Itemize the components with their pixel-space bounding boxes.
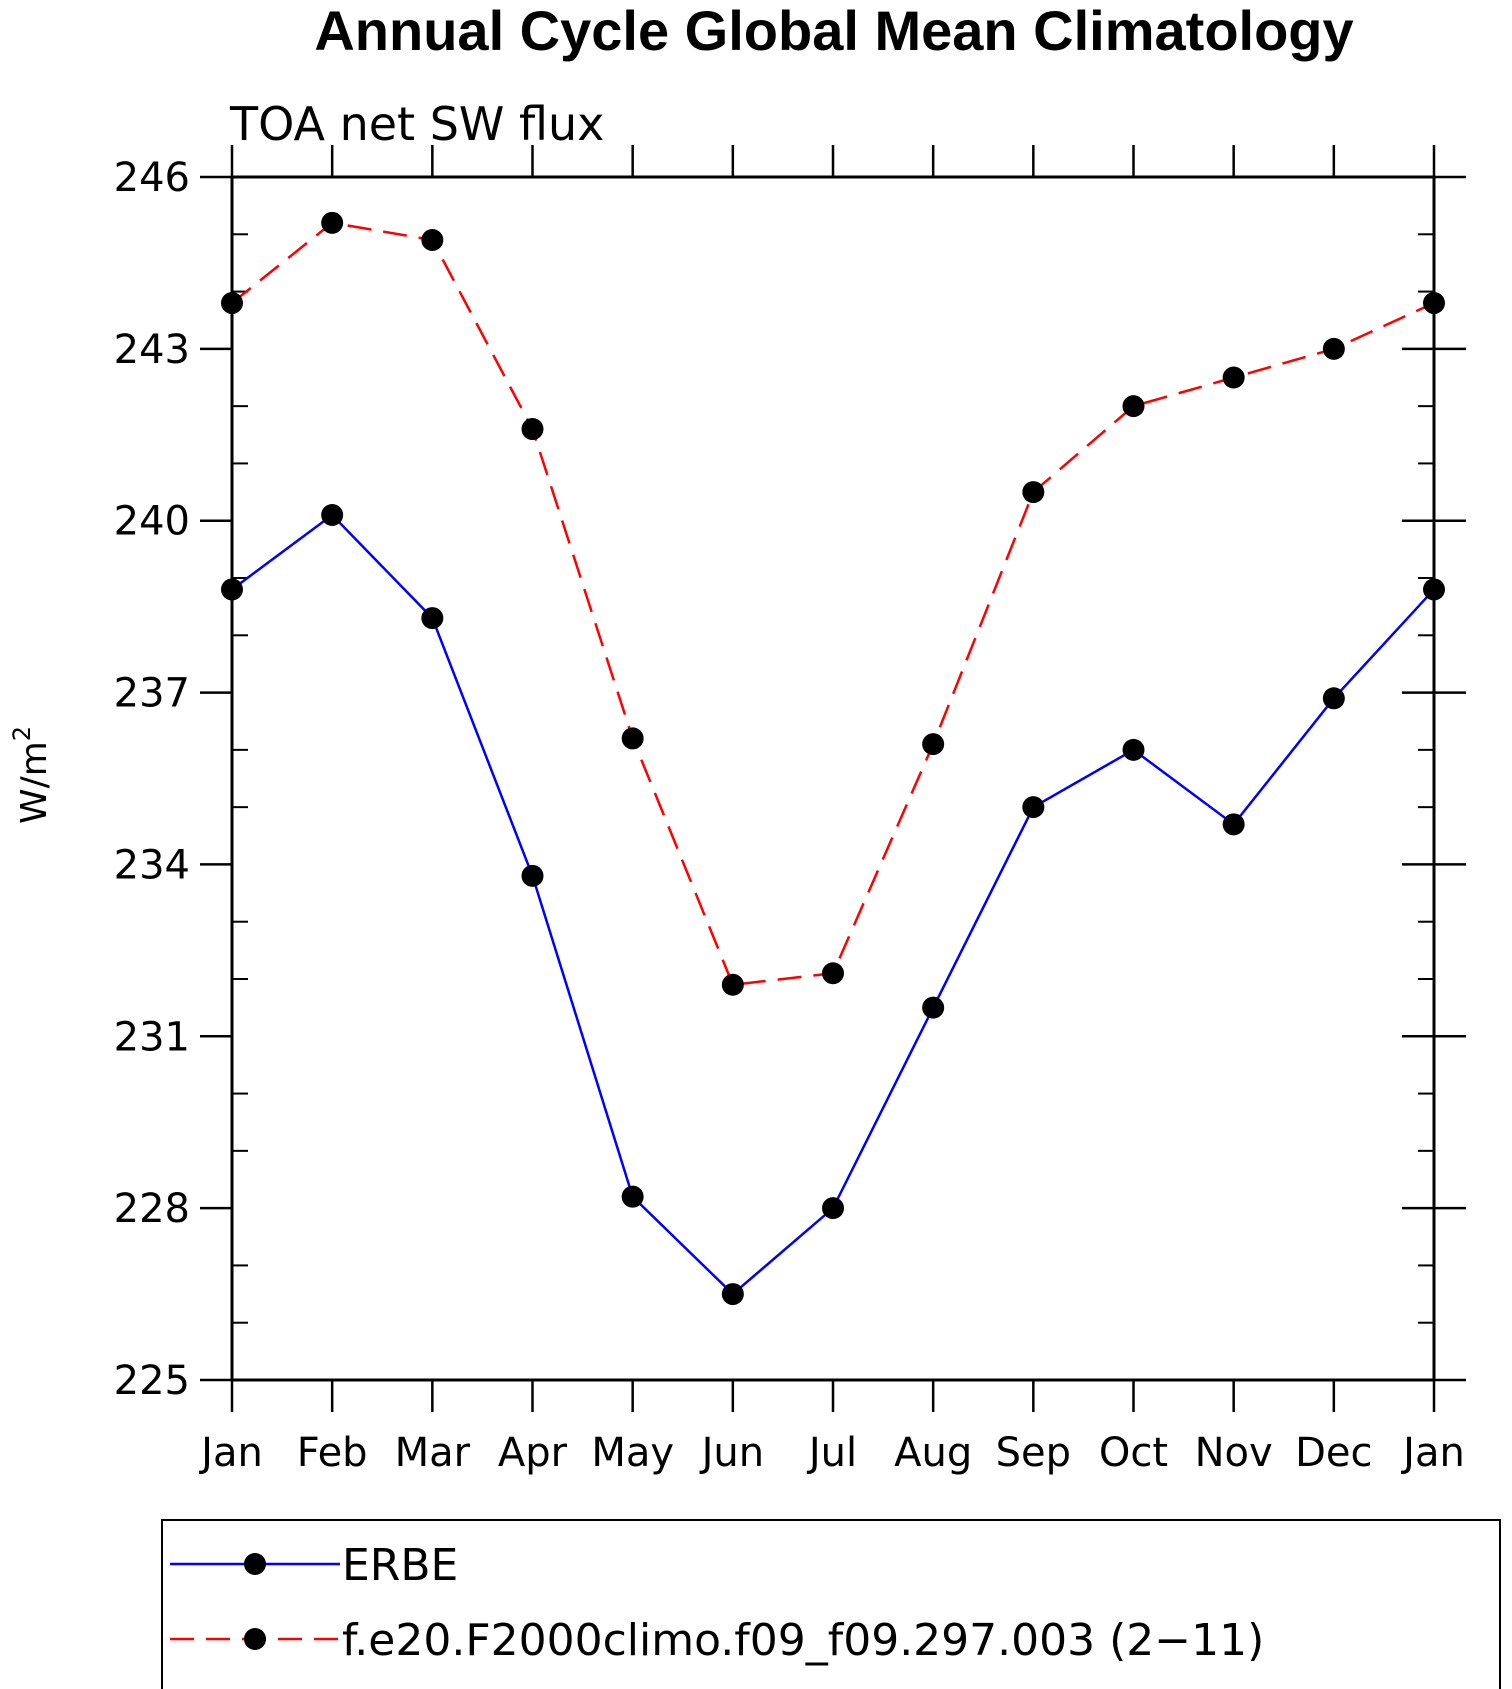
y-tick-label: 234: [114, 842, 190, 888]
x-tick-label: Apr: [498, 1430, 568, 1476]
chart-subtitle: TOA net SW flux: [229, 97, 604, 151]
data-point: [822, 1197, 844, 1220]
data-point: [922, 996, 945, 1019]
legend-label-model: f.e20.F2000climo.f09_f09.297.003 (2−11): [342, 1615, 1264, 1666]
x-tick-label: Aug: [894, 1430, 972, 1476]
chart-title: Annual Cycle Global Mean Climatology: [314, 0, 1353, 62]
series-layer: [221, 211, 1445, 1306]
series-line-1: [231, 221, 1435, 987]
x-tick-label: Jan: [198, 1430, 263, 1476]
x-tick-label: Mar: [395, 1430, 471, 1476]
data-point: [1022, 481, 1045, 504]
x-tick-label: Sep: [996, 1430, 1071, 1476]
data-point: [221, 292, 243, 315]
series-line-0: [231, 513, 1435, 1296]
legend: ERBE f.e20.F2000climo.f09_f09.297.003 (2…: [161, 1519, 1501, 1689]
x-tick-label: Nov: [1195, 1430, 1273, 1476]
y-tick-label: 246: [114, 155, 190, 201]
svg-text:W/m2: W/m2: [8, 726, 55, 824]
data-point: [521, 864, 544, 887]
legend-marker-erbe: [244, 1553, 266, 1575]
data-point: [721, 1283, 744, 1306]
y-tick-label: 231: [114, 1014, 190, 1060]
x-tick-label: Jun: [699, 1430, 765, 1476]
y-axis-label-superscript: 2: [8, 726, 36, 741]
y-tick-label: 240: [114, 499, 190, 545]
data-point: [1423, 578, 1445, 601]
data-point: [321, 503, 344, 526]
x-tick-label: Jul: [806, 1430, 857, 1476]
legend-marker-model: [244, 1628, 266, 1650]
data-point: [1022, 796, 1045, 819]
data-point: [621, 727, 644, 750]
data-point: [421, 229, 444, 252]
legend-box: [161, 1519, 1501, 1689]
data-point: [1222, 813, 1245, 836]
x-tick-label: Jan: [1400, 1430, 1465, 1476]
y-tick-label: 237: [114, 671, 190, 717]
x-tick-label: Oct: [1099, 1430, 1168, 1476]
y-tick-labels: 225 228 231 234 237 240 243 246: [114, 155, 190, 1404]
data-point: [221, 578, 243, 601]
axis-ticks: [200, 145, 1466, 1412]
x-tick-labels: Jan Feb Mar Apr May Jun Jul Aug Sep Oct Nov Dec Jan: [198, 1430, 1465, 1476]
data-point: [1222, 366, 1245, 389]
data-point: [521, 418, 544, 441]
data-point: [822, 962, 844, 985]
data-point: [1322, 687, 1345, 710]
y-axis-label: W/m2: [8, 726, 55, 824]
y-tick-label: 228: [114, 1186, 190, 1232]
y-axis-label-base: W/m: [14, 741, 55, 824]
data-point: [1122, 395, 1145, 418]
data-point: [1322, 337, 1345, 360]
x-tick-label: Dec: [1295, 1430, 1372, 1476]
y-tick-label: 225: [114, 1358, 190, 1404]
legend-label-erbe: ERBE: [342, 1540, 458, 1591]
data-point: [721, 973, 744, 996]
data-point: [922, 733, 945, 756]
data-point: [1122, 738, 1145, 761]
x-tick-label: May: [591, 1430, 674, 1476]
data-point: [421, 607, 444, 630]
x-tick-label: Feb: [297, 1430, 368, 1476]
data-point: [1423, 292, 1445, 315]
data-point: [621, 1185, 644, 1208]
data-point: [321, 211, 344, 234]
y-tick-label: 243: [114, 327, 190, 373]
